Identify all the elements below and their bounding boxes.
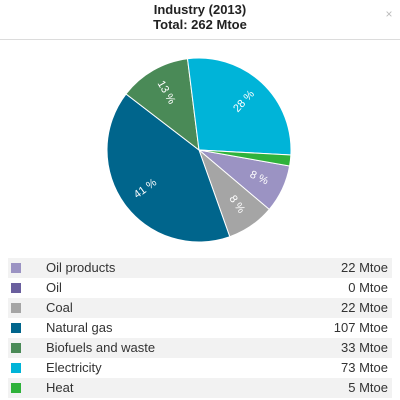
legend-label: Oil (46, 280, 62, 295)
legend-swatch (11, 323, 21, 333)
legend-value: 107 Mtoe (333, 320, 388, 335)
legend-label: Biofuels and waste (46, 340, 156, 355)
chart-subtitle: Total: 262 Mtoe (153, 17, 247, 32)
panel-header: Industry (2013) Total: 262 Mtoe × (0, 0, 400, 40)
legend-value: 22 Mtoe (341, 260, 388, 275)
legend-swatch (11, 383, 21, 393)
legend-swatch (11, 363, 21, 373)
legend-label: Coal (46, 300, 73, 315)
legend-row[interactable]: Electricity 73 Mtoe (8, 358, 392, 378)
pie-chart: 8 %8 %41 %13 % 28 % (106, 57, 292, 243)
pie-slice-natural-gas[interactable] (106, 93, 231, 243)
pie-slice-biofuels-and-waste[interactable] (125, 58, 200, 152)
legend-row[interactable]: Oil products 22 Mtoe (8, 258, 392, 278)
legend-label: Electricity (46, 360, 102, 375)
legend-row[interactable]: Coal 22 Mtoe (8, 298, 392, 318)
legend-value: 0 Mtoe (348, 280, 388, 295)
legend-value: 22 Mtoe (341, 300, 388, 315)
pie-slice-electricity[interactable] (186, 57, 292, 156)
legend-label: Oil products (46, 260, 116, 275)
pie-chart-area: 8 % 8 % 41 % 13 % 28 % (0, 40, 400, 255)
legend-value: 73 Mtoe (341, 360, 388, 375)
legend-swatch (11, 303, 21, 313)
legend-label: Heat (46, 380, 74, 395)
legend-row[interactable]: Biofuels and waste 33 Mtoe (8, 338, 392, 358)
legend-label: Natural gas (46, 320, 113, 335)
legend: Oil products 22 Mtoe Oil 0 Mtoe Coal 22 Mtoe N… (8, 258, 392, 398)
legend-value: 33 Mtoe (341, 340, 388, 355)
legend-row[interactable]: Oil 0 Mtoe (8, 278, 392, 298)
legend-swatch (11, 343, 21, 353)
legend-swatch (11, 263, 21, 273)
chart-title: Industry (2013) (153, 2, 247, 17)
legend-swatch (11, 283, 21, 293)
pie-slice-heat[interactable] (198, 149, 292, 167)
legend-row[interactable]: Natural gas 107 Mtoe (8, 318, 392, 338)
legend-value: 5 Mtoe (348, 380, 388, 395)
close-icon[interactable]: × (385, 7, 393, 21)
legend-row[interactable]: Heat 5 Mtoe (8, 378, 392, 398)
